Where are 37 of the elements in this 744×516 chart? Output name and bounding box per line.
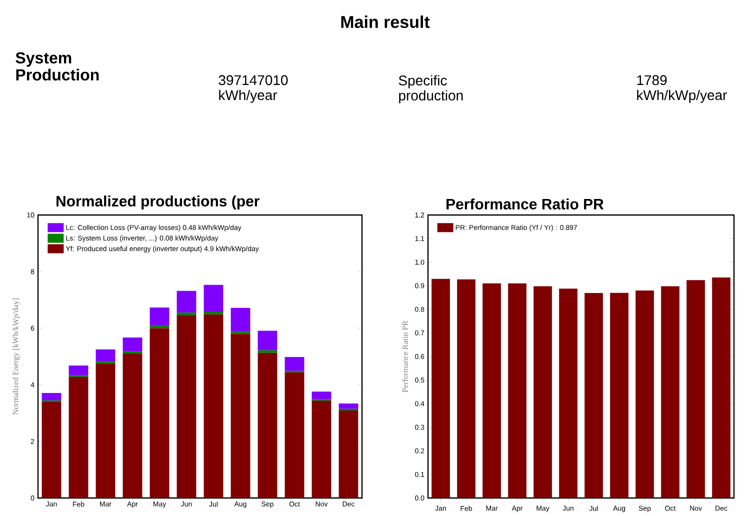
bar xyxy=(312,392,332,400)
bar xyxy=(230,334,250,498)
bar xyxy=(258,352,278,498)
bar xyxy=(204,284,224,312)
bar xyxy=(258,330,278,350)
bar xyxy=(284,372,304,498)
y-axis-title: Performance Ratio PR xyxy=(402,320,408,392)
bar xyxy=(68,376,88,498)
bar xyxy=(338,410,358,498)
bar xyxy=(96,363,116,498)
bar xyxy=(312,400,332,498)
bar xyxy=(258,350,278,353)
text: 397147010 kWh/year xyxy=(218,75,288,103)
text: Main result xyxy=(341,16,430,28)
text: Specific production xyxy=(398,75,463,104)
bar xyxy=(122,338,142,352)
chart-title: Normalized productions (per xyxy=(56,195,260,210)
bar xyxy=(204,314,224,498)
bar xyxy=(338,403,358,409)
bar xyxy=(68,366,88,376)
chart-title: Performance Ratio PR xyxy=(446,198,604,210)
bar xyxy=(42,402,62,498)
bar xyxy=(150,308,170,326)
text: 1789 kWh/kWp/year xyxy=(637,75,727,103)
bar xyxy=(230,308,250,332)
bar xyxy=(122,353,142,498)
bar xyxy=(204,311,224,314)
y-axis-title: Normalized Energy [kWh/kWp/day] xyxy=(12,298,20,415)
bar xyxy=(284,357,304,371)
bar xyxy=(176,290,196,313)
bar xyxy=(150,326,170,328)
bar xyxy=(96,349,116,362)
bar xyxy=(150,328,170,498)
text: System Production xyxy=(16,52,99,81)
bar xyxy=(176,315,196,498)
bar xyxy=(176,312,196,316)
bar xyxy=(42,393,62,400)
